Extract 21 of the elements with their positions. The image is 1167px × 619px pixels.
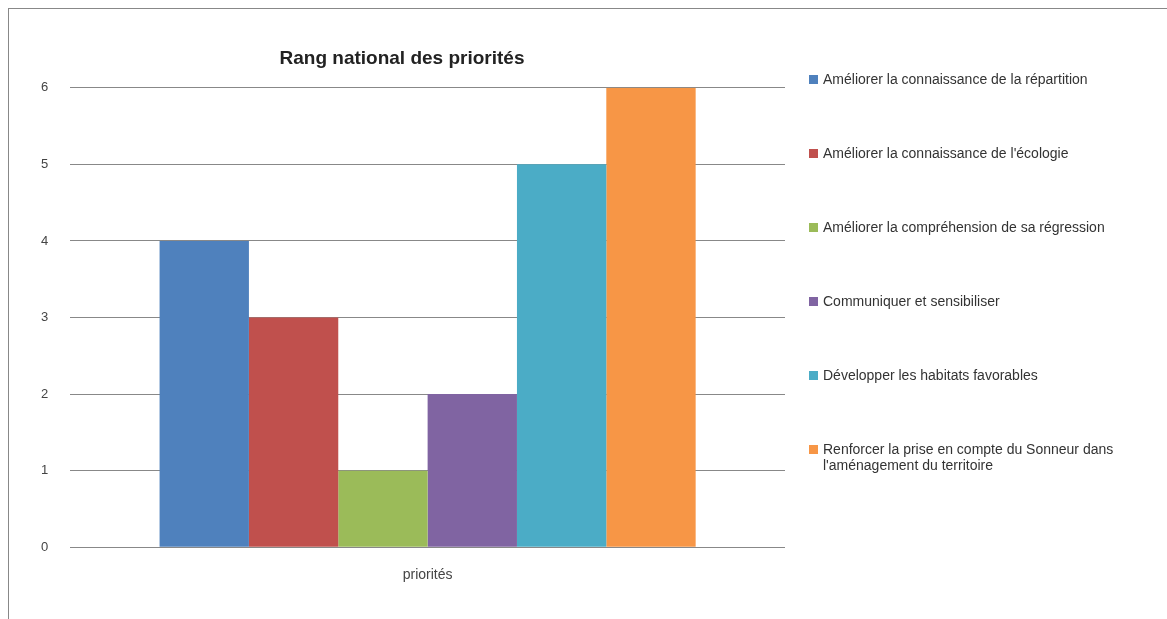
legend-label: Développer les habitats favorables xyxy=(823,367,1038,383)
y-tick-label: 3 xyxy=(41,309,49,325)
legend-label: Renforcer la prise en compte du Sonneur dans l'aménagement du territoire xyxy=(823,441,1115,473)
y-tick-label: 4 xyxy=(41,232,49,248)
y-tick-label: 1 xyxy=(41,462,49,478)
bar xyxy=(248,317,339,547)
y-tick-label: 0 xyxy=(41,538,49,554)
y-tick-label: 5 xyxy=(41,155,49,171)
bar xyxy=(338,470,428,547)
legend-label: Améliorer la connaissance de l'écologie xyxy=(823,145,1069,161)
bar xyxy=(516,164,607,547)
y-tick-label: 6 xyxy=(41,79,49,95)
x-tick-label: priorités xyxy=(402,566,453,583)
bar xyxy=(427,394,517,547)
bar xyxy=(159,240,249,547)
legend-label: Améliorer la connaissance de la répartition xyxy=(823,71,1088,87)
chart-title: Rang national des priorités xyxy=(279,46,525,68)
y-tick-label: 2 xyxy=(41,385,49,401)
bar xyxy=(606,87,696,547)
legend-label: Communiquer et sensibiliser xyxy=(823,293,1000,309)
legend-label: Améliorer la compréhension de sa régression xyxy=(823,219,1105,235)
